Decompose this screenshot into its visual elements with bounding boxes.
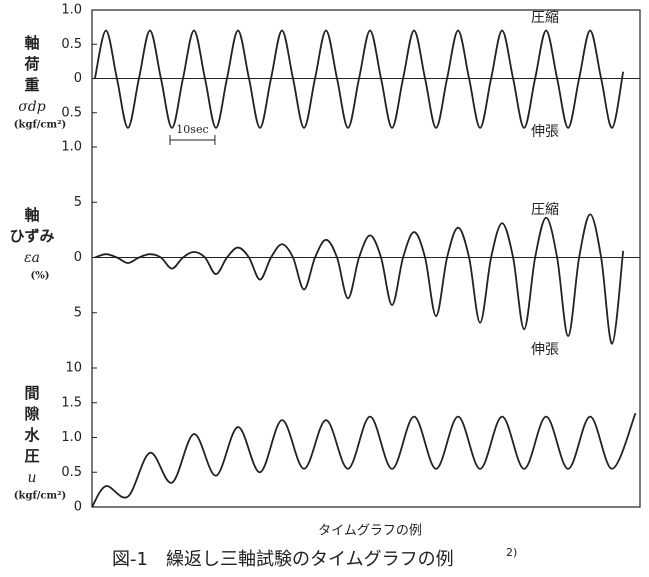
y-tick-label: 5	[74, 305, 82, 320]
data-line	[94, 29, 625, 129]
caption: 図-1 繰返し三軸試験のタイムグラフの例	[112, 549, 454, 570]
scale-bar-label: 10sec	[176, 123, 208, 136]
y-axis-unit: (kgf/cm²)	[14, 120, 66, 131]
x-axis-label: タイムグラフの例	[318, 524, 422, 539]
y-tick-label: 1.5	[61, 395, 82, 410]
y-axis-unit: (kgf/cm²)	[14, 491, 66, 502]
y-tick-label: 1.0	[61, 430, 82, 445]
y-tick-label: 0.5	[61, 105, 82, 120]
y-axis-label: 軸	[24, 34, 39, 52]
y-tick-label: 10	[65, 361, 82, 376]
y-tick-label: 5	[74, 195, 82, 210]
y-tick-label: 0.5	[61, 37, 82, 52]
y-tick-label: 1.0	[61, 140, 82, 155]
y-tick-label: 0	[74, 71, 82, 86]
y-tick-label: 0	[74, 500, 82, 515]
y-tick-label: 0.5	[61, 465, 82, 480]
annotation: 伸張	[531, 124, 559, 140]
y-axis-label: 隙	[24, 405, 39, 423]
y-axis-label: 重	[24, 76, 39, 94]
y-axis-label: ひずみ	[9, 227, 54, 245]
scale-bar	[169, 135, 216, 145]
y-tick-label: 1.0	[61, 3, 82, 18]
plot-frame	[91, 9, 641, 508]
y-axis-label: 間	[24, 384, 39, 402]
y-axis-label: 水	[24, 426, 40, 444]
caption-ref: 2)	[506, 546, 517, 559]
y-tick-label: 0	[74, 250, 82, 265]
data-line	[94, 213, 625, 345]
y-axis-label: 圧	[24, 447, 39, 465]
annotation: 圧縮	[531, 202, 559, 218]
annotation: 伸張	[531, 342, 559, 358]
annotation: 圧縮	[531, 10, 559, 26]
y-axis-symbol: u	[27, 470, 36, 486]
data-line	[91, 412, 637, 508]
y-axis-label: 軸	[24, 206, 39, 224]
y-axis-symbol: εa	[24, 250, 40, 266]
y-axis-label: 荷	[24, 55, 39, 73]
y-axis-symbol: σdp	[18, 99, 46, 115]
y-axis-unit: (%)	[31, 271, 50, 282]
